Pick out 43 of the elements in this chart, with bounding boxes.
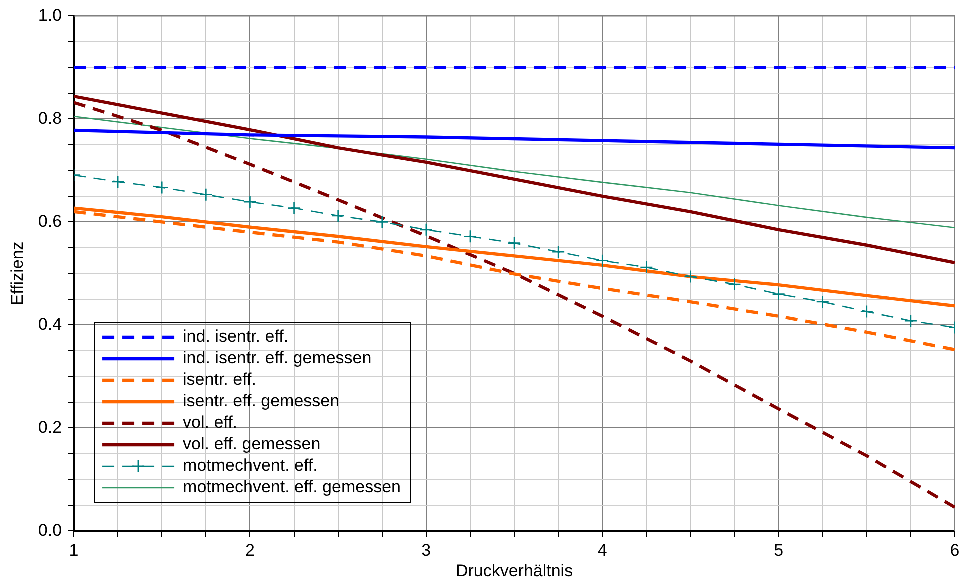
- x-tick-label: 6: [950, 541, 960, 560]
- y-tick-label: 1.0: [38, 6, 62, 25]
- point: [332, 209, 345, 223]
- x-tick-label: 5: [774, 541, 784, 560]
- legend-label: isentr. eff.: [183, 370, 256, 390]
- point: [596, 254, 610, 268]
- legend-label: vol. eff. gemessen: [183, 434, 321, 454]
- y-tick-label: 0.0: [38, 520, 62, 540]
- legend-label: motmechvent. eff.: [183, 456, 318, 476]
- point: [552, 245, 566, 259]
- point: [200, 188, 213, 202]
- point: [816, 295, 830, 309]
- point: [420, 223, 434, 237]
- point: [111, 175, 125, 189]
- point: [244, 195, 257, 209]
- x-axis-title: Druckverhältnis: [456, 561, 574, 580]
- point: [464, 230, 478, 244]
- x-tick-label: 2: [245, 541, 255, 560]
- point: [684, 270, 698, 284]
- legend-label: isentr. eff. gemessen: [183, 392, 340, 411]
- point: [640, 260, 654, 274]
- point: [728, 278, 742, 292]
- legend-label: motmechvent. eff. gemessen: [183, 478, 401, 497]
- line-series: [74, 101, 955, 510]
- point: [155, 181, 169, 194]
- point: [772, 288, 786, 301]
- point: [904, 314, 918, 328]
- x-tick-label: 4: [598, 541, 608, 560]
- point: [508, 236, 522, 250]
- point: [376, 216, 390, 229]
- line-series: [74, 210, 955, 352]
- x-tick-label: 1: [69, 541, 79, 560]
- y-tick-label: 0.8: [38, 108, 62, 128]
- y-tick-label: 0.6: [38, 212, 62, 231]
- point: [288, 202, 301, 215]
- y-tick-label: 0.4: [38, 314, 62, 334]
- point: [860, 305, 874, 318]
- legend-label: ind. isentr. eff. gemessen: [183, 348, 372, 368]
- y-tick-label: 0.2: [38, 418, 62, 437]
- legend-label: ind. isentr. eff.: [183, 327, 289, 346]
- y-axis-title: Effizienz: [8, 242, 27, 306]
- x-tick-label: 3: [422, 541, 432, 560]
- legend-label: vol. eff.: [183, 413, 238, 432]
